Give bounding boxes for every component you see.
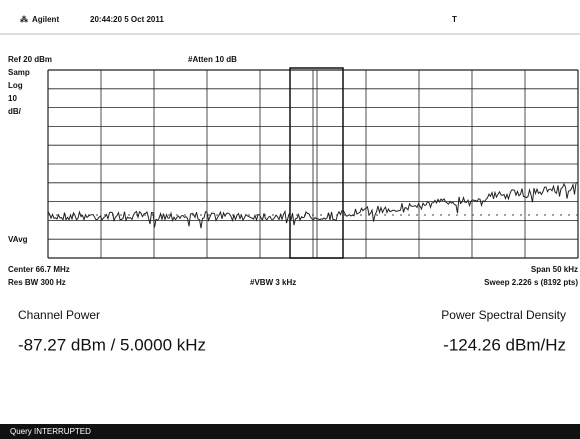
sweep: Sweep 2.226 s (8192 pts) (484, 278, 578, 287)
channel-power-label: Channel Power (18, 308, 100, 322)
channel-power-value: -87.27 dBm / 5.0000 kHz (18, 335, 206, 354)
trigger: T (452, 15, 457, 24)
attenuation: #Atten 10 dB (188, 55, 237, 64)
psd-label: Power Spectral Density (441, 308, 566, 322)
brand: Agilent (32, 15, 59, 24)
center-frequency: Center 66.7 MHz (8, 265, 70, 274)
trace (47, 181, 578, 229)
status-bar (0, 424, 580, 439)
average-mode: VAvg (8, 235, 28, 244)
graticule (47, 69, 579, 259)
channel-box (289, 67, 344, 259)
ref-level: Ref 20 dBm (8, 55, 52, 64)
brand-icon: ⁂ (20, 14, 28, 24)
span: Span 50 kHz (531, 265, 578, 274)
scale-unit: dB/ (8, 107, 22, 116)
scale-type: Log (8, 81, 23, 90)
scale-value: 10 (8, 94, 17, 103)
status-text: Query INTERRUPTED (10, 427, 91, 436)
timestamp: 20:44:20 5 Oct 2011 (90, 15, 164, 24)
res-bw: Res BW 300 Hz (8, 278, 66, 287)
psd-value: -124.26 dBm/Hz (443, 335, 566, 354)
vbw: #VBW 3 kHz (250, 278, 296, 287)
detector: Samp (8, 68, 30, 77)
